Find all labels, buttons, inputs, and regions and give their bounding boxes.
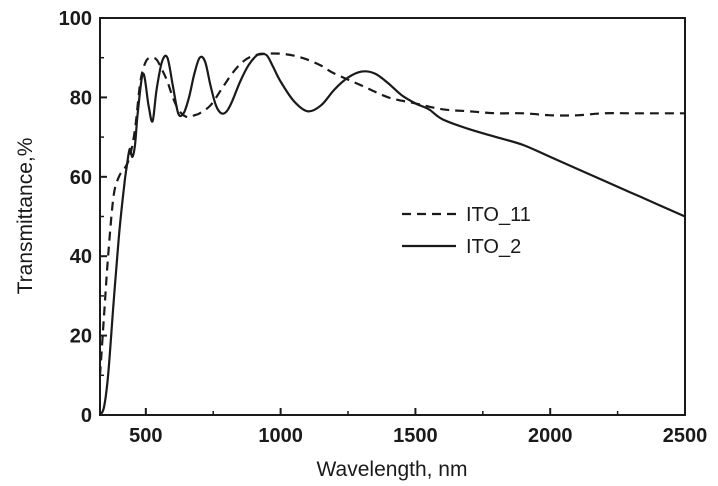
y-tick-label: 40 xyxy=(70,246,92,268)
x-axis-ticks: 500 1000 1500 2000 2500 xyxy=(129,408,707,447)
y-tick-label: 100 xyxy=(59,8,92,30)
series-line-ito-11 xyxy=(98,52,685,376)
x-axis-title: Wavelength, nm xyxy=(317,458,468,481)
y-tick-label: 60 xyxy=(70,167,92,189)
x-tick-label: 1000 xyxy=(258,425,303,447)
x-tick-label: 1500 xyxy=(393,425,438,447)
legend: ITO_11 ITO_2 xyxy=(402,204,531,258)
x-tick-label: 2000 xyxy=(528,425,573,447)
legend-label-ito-2: ITO_2 xyxy=(466,236,521,258)
y-axis-ticks: 0 20 40 60 80 100 xyxy=(59,8,107,427)
series-layer xyxy=(98,52,686,416)
x-tick-label: 2500 xyxy=(663,425,708,447)
y-tick-label: 80 xyxy=(70,87,92,109)
plot-frame xyxy=(99,17,686,416)
x-tick-label: 500 xyxy=(129,425,162,447)
y-axis-title: Transmittance,% xyxy=(14,138,37,295)
legend-label-ito-11: ITO_11 xyxy=(466,204,531,226)
series-line-ito-2 xyxy=(99,52,686,416)
y-tick-label: 20 xyxy=(70,326,92,348)
y-tick-label: 0 xyxy=(81,405,92,427)
